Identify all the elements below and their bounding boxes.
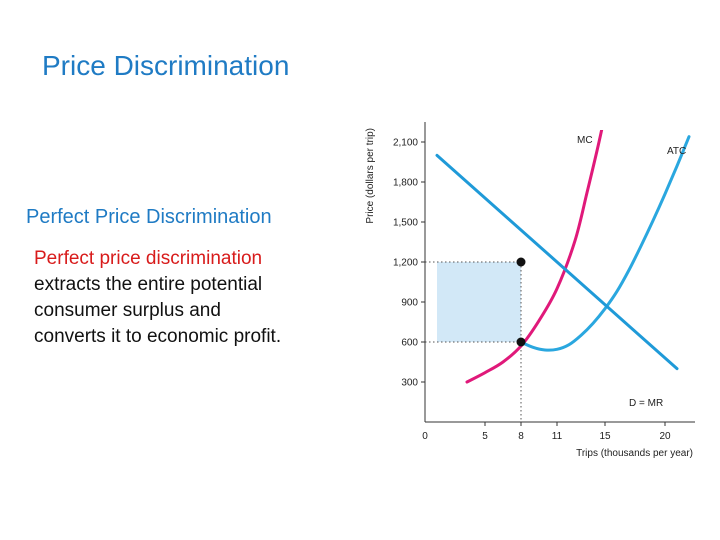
x-tick-label: 15 <box>599 431 611 442</box>
price-discrimination-chart: 300 600 900 1,200 1,500 1,800 2,100 0 5 8 11 15 20 T… <box>365 122 695 459</box>
body-line: Perfect price discrimination <box>34 248 263 269</box>
mc-label: MC <box>577 135 593 146</box>
y-tick-label: 1,200 <box>393 258 418 269</box>
slide-title: Price Discrimination <box>42 50 290 81</box>
x-tick-label: 5 <box>482 431 488 442</box>
x-tick-label: 11 <box>552 431 563 442</box>
y-tick-label: 2,100 <box>393 138 418 149</box>
x-axis-title: Trips (thousands per year) <box>576 448 693 459</box>
body-line: converts it to economic profit. <box>34 326 282 347</box>
y-tick-label: 600 <box>401 338 418 349</box>
x-tick-label: 20 <box>659 431 671 442</box>
body-line: consumer surplus and <box>34 300 221 321</box>
mc-curve <box>465 130 604 384</box>
equilibrium-point <box>516 337 526 347</box>
y-tick-label: 300 <box>401 378 418 389</box>
atc-curve <box>519 135 691 352</box>
demand-label: D = MR <box>629 398 663 409</box>
y-tick-label: 1,500 <box>393 218 418 229</box>
y-tick-label: 1,800 <box>393 178 418 189</box>
x-tick-label: 8 <box>518 431 524 442</box>
subheading: Perfect Price Discrimination <box>26 206 272 228</box>
body-line: extracts the entire potential <box>34 274 263 295</box>
atc-label: ATC <box>667 146 686 157</box>
consumer-surplus-region <box>437 262 521 342</box>
y-axis-title: Price (dollars per trip) <box>365 128 376 224</box>
y-tick-label: 900 <box>401 298 418 309</box>
equilibrium-point <box>516 257 526 267</box>
body-text: Perfect price discrimination extracts th… <box>34 246 364 350</box>
demand-curve <box>435 153 679 371</box>
x-tick-label: 0 <box>422 431 428 442</box>
